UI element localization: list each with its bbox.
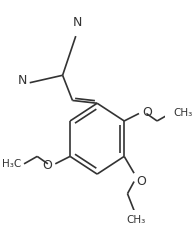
Text: N: N — [18, 74, 27, 87]
Text: CH₃: CH₃ — [174, 108, 193, 119]
Text: O: O — [142, 106, 152, 119]
Text: H₃C: H₃C — [2, 159, 21, 169]
Text: N: N — [73, 16, 82, 29]
Text: CH₃: CH₃ — [126, 215, 145, 225]
Text: O: O — [136, 175, 146, 188]
Text: O: O — [42, 159, 52, 172]
